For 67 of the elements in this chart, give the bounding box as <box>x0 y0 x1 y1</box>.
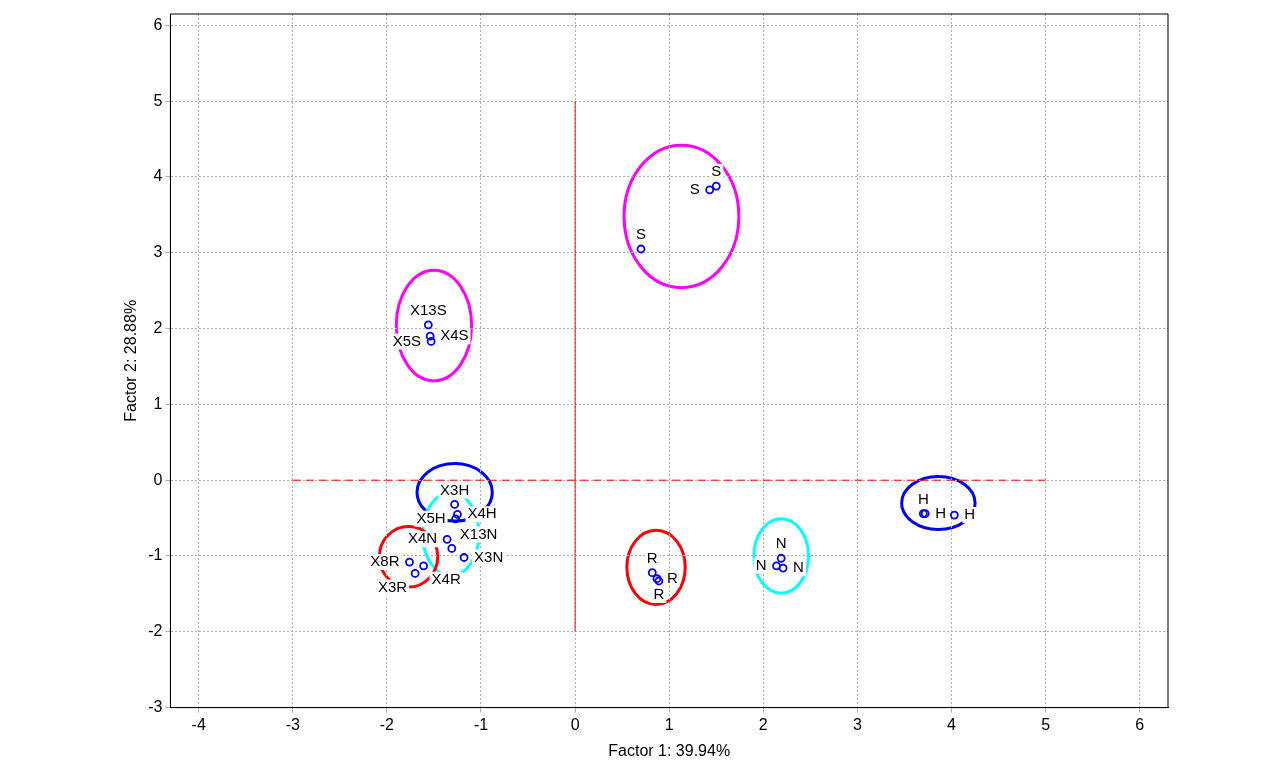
x-tick-label: -2 <box>379 715 395 733</box>
y-tick-label: -2 <box>148 622 163 640</box>
point <box>711 181 721 191</box>
point <box>447 544 457 553</box>
data-label: X4R <box>431 569 461 587</box>
point <box>772 561 781 571</box>
y-tick-label: 6 <box>153 15 163 33</box>
data-label: H <box>935 503 947 521</box>
data-label: X4S <box>440 326 469 344</box>
data-label: N <box>755 555 767 573</box>
data-label: X5S <box>392 331 422 349</box>
data-label: S <box>689 180 700 197</box>
point <box>419 561 428 571</box>
x-tick-label: -1 <box>473 715 489 733</box>
data-label: R <box>666 568 678 586</box>
point <box>949 510 959 520</box>
point <box>410 569 420 578</box>
data-label: X13S <box>409 300 447 318</box>
data-label: N <box>793 558 804 576</box>
x-tick-label: -4 <box>191 715 206 733</box>
point <box>647 568 657 578</box>
data-label: R <box>653 585 665 603</box>
point <box>636 244 646 254</box>
point <box>778 563 788 573</box>
data-label: S <box>711 162 722 180</box>
x-tick-label: 3 <box>852 715 862 733</box>
point <box>705 185 715 195</box>
y-tick-label: 0 <box>153 470 163 488</box>
y-tick-label: 1 <box>153 394 163 412</box>
data-label: X3R <box>377 577 408 595</box>
data-label: X4H <box>467 504 497 522</box>
data-label: X4N <box>407 529 438 547</box>
y-tick-label: -1 <box>148 546 163 564</box>
x-tick-label: -3 <box>285 715 300 733</box>
y-axis-title: Factor 2: 28.88% <box>122 299 140 422</box>
x-tick-label: 5 <box>1041 715 1051 733</box>
point <box>459 553 469 562</box>
x-tick-label: 1 <box>664 715 674 733</box>
data-label: H <box>964 505 976 523</box>
point <box>453 509 462 519</box>
x-axis-title: Factor 1: 39.94% <box>608 741 731 759</box>
y-tick-label: 5 <box>153 91 163 109</box>
data-label: X3H <box>440 480 470 498</box>
y-tick-label: 3 <box>153 243 163 261</box>
x-tick-label: 2 <box>758 715 768 733</box>
point <box>426 337 436 346</box>
x-tick-label: 0 <box>570 715 580 733</box>
point <box>450 500 460 509</box>
point <box>405 557 414 567</box>
y-tick-label: 2 <box>153 318 163 336</box>
data-label: H <box>917 489 929 507</box>
point <box>425 331 435 341</box>
point <box>423 320 433 330</box>
point <box>442 534 452 544</box>
data-label: S <box>635 225 646 243</box>
x-tick-label: 4 <box>947 715 957 733</box>
data-label: X5H <box>416 508 446 526</box>
y-tick-label: 4 <box>153 167 163 185</box>
point <box>776 553 786 563</box>
data-label: X3N <box>474 547 504 565</box>
x-tick-label: 6 <box>1135 715 1145 733</box>
y-tick-label: -3 <box>148 698 163 716</box>
data-label: X13N <box>459 524 498 542</box>
data-label: R <box>646 548 658 566</box>
point <box>451 514 460 524</box>
data-label: N <box>775 534 787 552</box>
data-label: X8R <box>370 552 400 570</box>
